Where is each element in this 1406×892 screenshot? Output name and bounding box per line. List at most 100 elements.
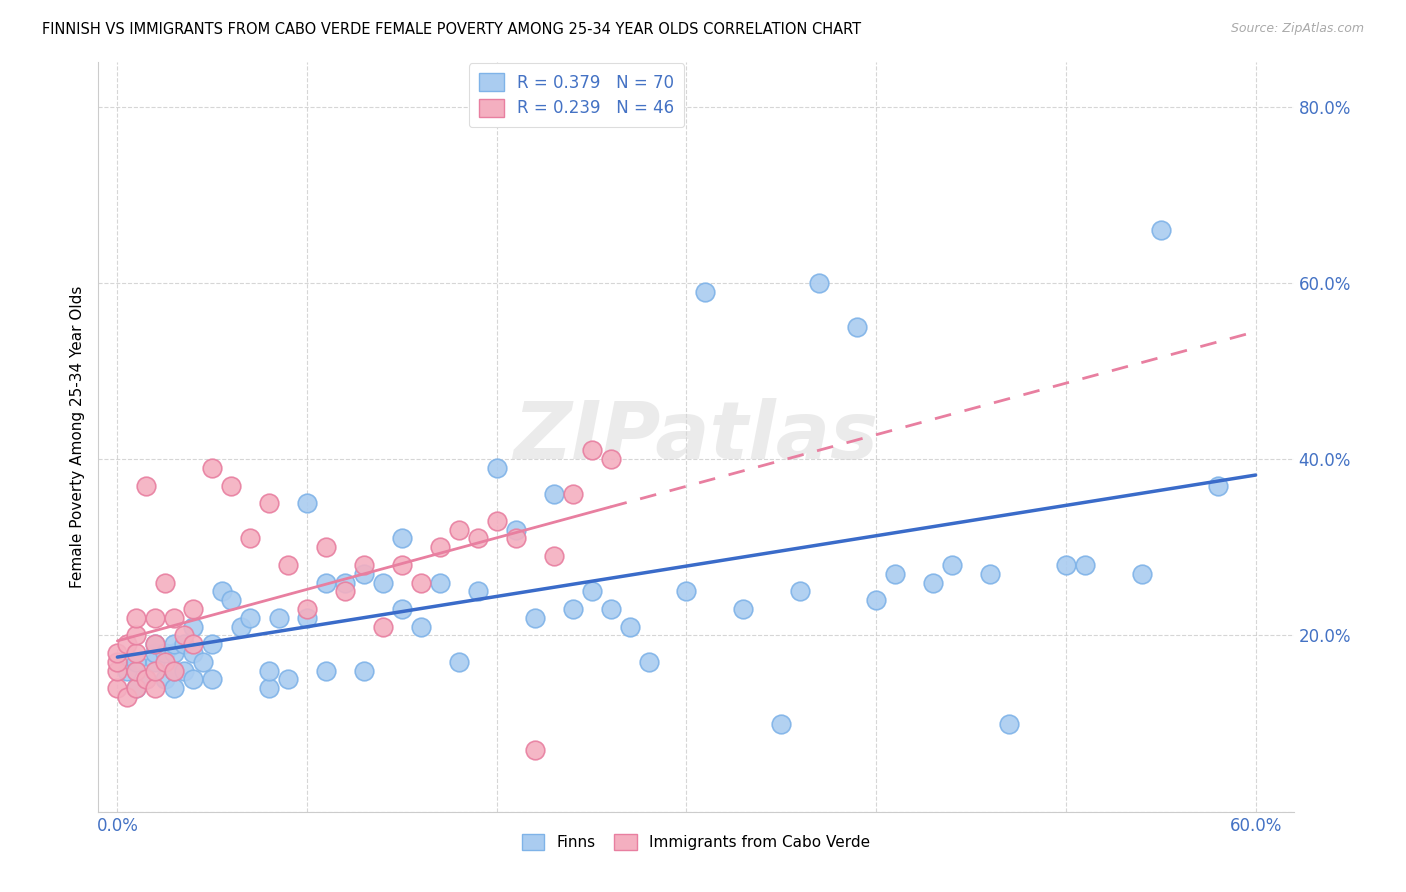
Point	[447, 523, 470, 537]
Point	[581, 584, 603, 599]
Point	[125, 681, 148, 696]
Point	[173, 664, 195, 678]
Point	[143, 637, 166, 651]
Point	[333, 584, 356, 599]
Point	[153, 646, 176, 660]
Point	[353, 558, 375, 572]
Point	[257, 496, 280, 510]
Point	[733, 602, 755, 616]
Point	[467, 532, 489, 546]
Point	[391, 602, 413, 616]
Point	[163, 637, 186, 651]
Point	[543, 487, 565, 501]
Point	[637, 655, 659, 669]
Point	[143, 646, 166, 660]
Point	[125, 646, 148, 660]
Point	[1206, 478, 1229, 492]
Point	[135, 673, 157, 687]
Point	[789, 584, 811, 599]
Point	[163, 664, 186, 678]
Point	[277, 558, 299, 572]
Point	[581, 443, 603, 458]
Point	[770, 716, 793, 731]
Point	[505, 532, 527, 546]
Point	[998, 716, 1021, 731]
Point	[922, 575, 945, 590]
Point	[163, 664, 186, 678]
Point	[599, 602, 621, 616]
Point	[153, 655, 176, 669]
Point	[467, 584, 489, 599]
Point	[1054, 558, 1077, 572]
Point	[277, 673, 299, 687]
Point	[181, 646, 204, 660]
Point	[201, 673, 224, 687]
Point	[315, 575, 337, 590]
Point	[695, 285, 717, 299]
Point	[315, 664, 337, 678]
Point	[429, 541, 451, 555]
Point	[125, 655, 148, 669]
Point	[191, 655, 214, 669]
Text: Source: ZipAtlas.com: Source: ZipAtlas.com	[1230, 22, 1364, 36]
Point	[115, 664, 138, 678]
Point	[115, 690, 138, 705]
Point	[211, 584, 233, 599]
Point	[219, 593, 242, 607]
Point	[295, 602, 318, 616]
Y-axis label: Female Poverty Among 25-34 Year Olds: Female Poverty Among 25-34 Year Olds	[69, 286, 84, 588]
Point	[295, 611, 318, 625]
Point	[295, 496, 318, 510]
Point	[239, 532, 262, 546]
Point	[125, 611, 148, 625]
Point	[125, 628, 148, 642]
Point	[143, 681, 166, 696]
Point	[125, 664, 148, 678]
Point	[153, 673, 176, 687]
Point	[163, 611, 186, 625]
Point	[257, 681, 280, 696]
Point	[884, 566, 907, 581]
Point	[105, 646, 128, 660]
Point	[315, 541, 337, 555]
Point	[1150, 223, 1173, 237]
Point	[619, 619, 641, 633]
Point	[846, 319, 869, 334]
Point	[353, 566, 375, 581]
Point	[675, 584, 697, 599]
Point	[163, 646, 186, 660]
Point	[371, 619, 394, 633]
Point	[181, 619, 204, 633]
Point	[173, 628, 195, 642]
Point	[979, 566, 1001, 581]
Point	[143, 611, 166, 625]
Point	[409, 619, 432, 633]
Point	[257, 664, 280, 678]
Point	[173, 637, 195, 651]
Point	[201, 637, 224, 651]
Point	[163, 681, 186, 696]
Point	[429, 575, 451, 590]
Point	[267, 611, 290, 625]
Point	[1130, 566, 1153, 581]
Text: FINNISH VS IMMIGRANTS FROM CABO VERDE FEMALE POVERTY AMONG 25-34 YEAR OLDS CORRE: FINNISH VS IMMIGRANTS FROM CABO VERDE FE…	[42, 22, 862, 37]
Point	[229, 619, 252, 633]
Point	[125, 681, 148, 696]
Point	[201, 461, 224, 475]
Point	[808, 276, 831, 290]
Point	[523, 611, 546, 625]
Point	[239, 611, 262, 625]
Point	[143, 664, 166, 678]
Point	[1074, 558, 1097, 572]
Point	[181, 637, 204, 651]
Point	[135, 673, 157, 687]
Point	[447, 655, 470, 669]
Point	[599, 452, 621, 467]
Point	[505, 523, 527, 537]
Point	[143, 637, 166, 651]
Text: ZIPatlas: ZIPatlas	[513, 398, 879, 476]
Point	[561, 602, 583, 616]
Point	[523, 743, 546, 757]
Legend: Finns, Immigrants from Cabo Verde: Finns, Immigrants from Cabo Verde	[516, 828, 876, 856]
Point	[543, 549, 565, 563]
